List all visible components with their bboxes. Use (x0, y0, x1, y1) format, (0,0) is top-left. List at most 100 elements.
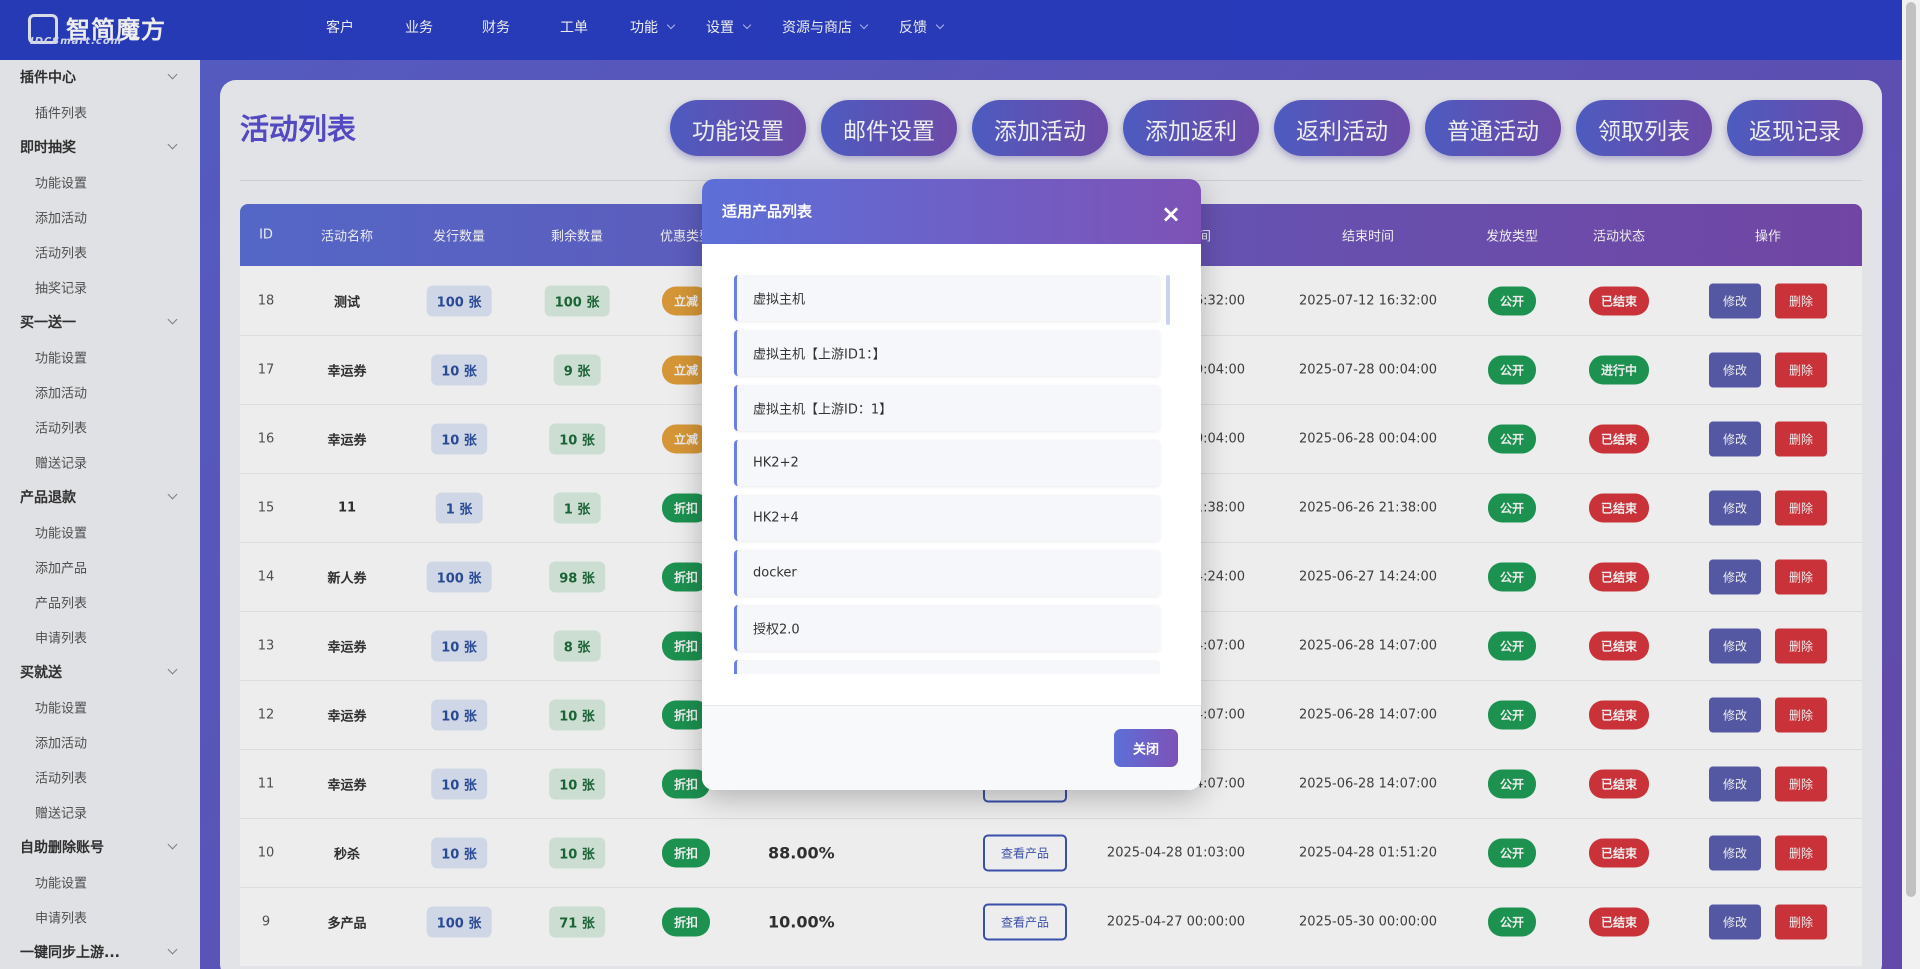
delete-button[interactable]: 删除 (1774, 352, 1828, 388)
delete-button[interactable]: 删除 (1774, 628, 1828, 664)
edit-button[interactable]: 修改 (1708, 490, 1762, 526)
cell-start: 2025-04-27 00:00:00 (1106, 914, 1245, 930)
edit-button[interactable]: 修改 (1708, 283, 1762, 319)
sidebar-group[interactable]: 自助删除账号 (20, 840, 104, 856)
action-button-label[interactable]: 功能设置 (692, 119, 784, 145)
delete-button[interactable]: 删除 (1774, 766, 1828, 802)
sidebar-item[interactable]: 插件列表 (35, 106, 88, 122)
sidebar-item[interactable]: 活动列表 (35, 771, 88, 787)
status-badge: 已结束 (1588, 424, 1650, 454)
cell-start: 14:07:00 (1186, 638, 1245, 654)
modal-close-icon[interactable]: × (1160, 200, 1182, 228)
cell-end: 2025-07-12 16:32:00 (1298, 293, 1438, 309)
edit-button[interactable]: 修改 (1708, 766, 1762, 802)
cell-id: 17 (257, 362, 275, 378)
delete-button[interactable]: 删除 (1774, 904, 1828, 940)
close-button[interactable] (1114, 729, 1178, 767)
edit-button[interactable]: 修改 (1708, 628, 1762, 664)
edit-button[interactable]: 修改 (1708, 904, 1762, 940)
sidebar-item[interactable]: 赠送记录 (35, 456, 88, 472)
remaining-badge: 98 张 (549, 561, 605, 593)
sidebar-item[interactable]: 赠送记录 (35, 806, 88, 822)
cell-id: 9 (261, 914, 271, 930)
sidebar-item[interactable]: 功能设置 (35, 351, 88, 367)
sidebar-group[interactable]: 一键同步上游... (20, 945, 120, 961)
column-header: 活动状态 (1592, 229, 1646, 245)
view-products[interactable]: 查看产品 (982, 903, 1068, 941)
cell-id: 10 (257, 845, 275, 861)
action-button-label[interactable]: 普通活动 (1447, 119, 1539, 145)
release-badge: 公开 (1487, 700, 1537, 730)
delete-button[interactable]: 删除 (1774, 697, 1828, 733)
nav-item[interactable]: 反馈 (899, 20, 927, 36)
delete-button[interactable]: 删除 (1774, 490, 1828, 526)
sidebar-group[interactable]: 买一送一 (20, 315, 76, 331)
sidebar-item[interactable]: 功能设置 (35, 526, 88, 542)
nav-item[interactable]: 客户 (326, 20, 354, 36)
delete-button[interactable]: 删除 (1774, 283, 1828, 319)
action-button[interactable] (821, 100, 957, 156)
sidebar-item[interactable]: 添加产品 (35, 561, 88, 577)
delete-button[interactable]: 删除 (1774, 559, 1828, 595)
sidebar-group[interactable]: 买就送 (20, 665, 62, 681)
action-button-label[interactable]: 添加返利 (1145, 119, 1237, 145)
cell-discount: 10.00% (768, 912, 835, 932)
nav-item[interactable]: 功能 (630, 20, 658, 36)
sidebar-item[interactable]: 功能设置 (35, 701, 88, 717)
sidebar-group[interactable]: 产品退款 (20, 490, 76, 506)
nav-item[interactable]: 工单 (560, 20, 588, 36)
cell-end: 2025-06-28 14:07:00 (1298, 638, 1438, 654)
sidebar-group[interactable]: 插件中心 (20, 70, 76, 86)
edit-button[interactable]: 修改 (1708, 697, 1762, 733)
action-button[interactable] (1274, 100, 1410, 156)
modal-divider (702, 705, 1201, 706)
issued-badge: 100 张 (426, 561, 492, 593)
action-button-label[interactable]: 领取列表 (1598, 119, 1690, 145)
action-button[interactable] (1123, 100, 1259, 156)
close-button-label[interactable]: 关闭 (1132, 742, 1160, 758)
edit-button[interactable]: 修改 (1708, 352, 1762, 388)
edit-button[interactable]: 修改 (1708, 421, 1762, 457)
sidebar-item[interactable]: 申请列表 (35, 911, 88, 927)
product-item: 虚拟主机【上游ID：1】 (734, 385, 1160, 431)
status-badge: 已结束 (1588, 838, 1650, 868)
status-badge: 已结束 (1588, 286, 1650, 316)
sidebar-item[interactable]: 申请列表 (35, 631, 88, 647)
sidebar-item[interactable]: 活动列表 (35, 421, 88, 437)
delete-button[interactable]: 删除 (1774, 421, 1828, 457)
remaining-badge: 71 张 (549, 906, 605, 938)
nav-item[interactable]: 业务 (405, 20, 433, 36)
cell-discount: 88.00% (768, 843, 835, 863)
edit-button[interactable]: 修改 (1708, 835, 1762, 871)
sidebar-item[interactable]: 添加活动 (35, 386, 88, 402)
sidebar-item[interactable]: 添加活动 (35, 211, 88, 227)
sidebar-item[interactable]: 添加活动 (35, 736, 88, 752)
sidebar-item[interactable]: 功能设置 (35, 876, 88, 892)
scroll-thumb (1906, 2, 1916, 897)
action-button[interactable] (1425, 100, 1561, 156)
nav-item[interactable]: 资源与商店 (782, 20, 852, 36)
product-item: 虚拟主机 (734, 275, 1160, 321)
cell-end: 2025-04-28 01:51:20 (1298, 845, 1438, 861)
action-button[interactable] (972, 100, 1108, 156)
remaining-badge: 10 张 (549, 768, 605, 800)
action-button-label[interactable]: 添加活动 (994, 119, 1086, 145)
delete-button[interactable]: 删除 (1774, 835, 1828, 871)
sidebar-item[interactable]: 抽奖记录 (35, 281, 88, 297)
type-badge: 折扣 (661, 838, 711, 868)
cell-id: 15 (257, 500, 275, 516)
action-button[interactable] (1727, 100, 1863, 156)
action-button-label[interactable]: 邮件设置 (843, 119, 935, 145)
sidebar-item[interactable]: 活动列表 (35, 246, 88, 262)
action-button-label[interactable]: 返现记录 (1749, 119, 1841, 145)
sidebar-group[interactable]: 即时抽奖 (20, 140, 76, 156)
edit-button[interactable]: 修改 (1708, 559, 1762, 595)
sidebar-item[interactable]: 产品列表 (35, 596, 88, 612)
nav-item[interactable]: 设置 (706, 20, 734, 36)
sidebar-item[interactable]: 功能设置 (35, 176, 88, 192)
nav-item[interactable]: 财务 (482, 20, 510, 36)
action-button[interactable] (1576, 100, 1712, 156)
view-products[interactable]: 查看产品 (982, 834, 1068, 872)
action-button-label[interactable]: 返利活动 (1296, 119, 1388, 145)
action-button[interactable] (670, 100, 806, 156)
